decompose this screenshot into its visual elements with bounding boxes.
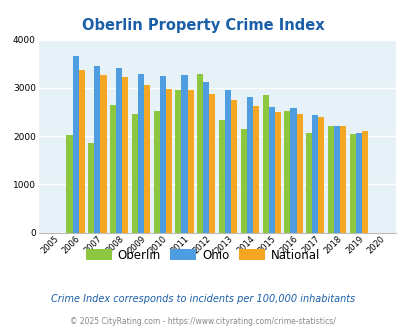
Bar: [209, 94, 215, 233]
Text: Oberlin Property Crime Index: Oberlin Property Crime Index: [81, 18, 324, 33]
Bar: [268, 107, 274, 233]
Bar: [153, 111, 159, 233]
Bar: [240, 129, 246, 233]
Bar: [333, 126, 339, 233]
Bar: [187, 90, 193, 233]
Bar: [318, 117, 324, 233]
Bar: [165, 89, 171, 233]
Text: Crime Index corresponds to incidents per 100,000 inhabitants: Crime Index corresponds to incidents per…: [51, 294, 354, 304]
Bar: [311, 115, 318, 233]
Bar: [218, 120, 224, 233]
Bar: [94, 66, 100, 233]
Bar: [327, 126, 333, 233]
Bar: [246, 97, 252, 233]
Bar: [110, 105, 116, 233]
Bar: [72, 56, 79, 233]
Bar: [262, 95, 268, 233]
Bar: [296, 114, 302, 233]
Bar: [175, 90, 181, 233]
Bar: [361, 131, 367, 233]
Bar: [144, 85, 150, 233]
Bar: [349, 134, 355, 233]
Bar: [305, 133, 311, 233]
Legend: Oberlin, Ohio, National: Oberlin, Ohio, National: [81, 244, 324, 266]
Bar: [252, 106, 258, 233]
Bar: [79, 71, 85, 233]
Bar: [284, 111, 290, 233]
Bar: [122, 77, 128, 233]
Bar: [230, 100, 237, 233]
Bar: [181, 75, 187, 233]
Bar: [88, 143, 94, 233]
Bar: [132, 114, 138, 233]
Bar: [274, 112, 280, 233]
Bar: [355, 133, 361, 233]
Bar: [224, 90, 230, 233]
Bar: [100, 75, 106, 233]
Bar: [66, 135, 72, 233]
Bar: [138, 74, 144, 233]
Bar: [203, 82, 209, 233]
Bar: [197, 74, 203, 233]
Bar: [159, 76, 165, 233]
Bar: [339, 126, 345, 233]
Bar: [116, 68, 122, 233]
Bar: [290, 108, 296, 233]
Text: © 2025 CityRating.com - https://www.cityrating.com/crime-statistics/: © 2025 CityRating.com - https://www.city…: [70, 317, 335, 326]
